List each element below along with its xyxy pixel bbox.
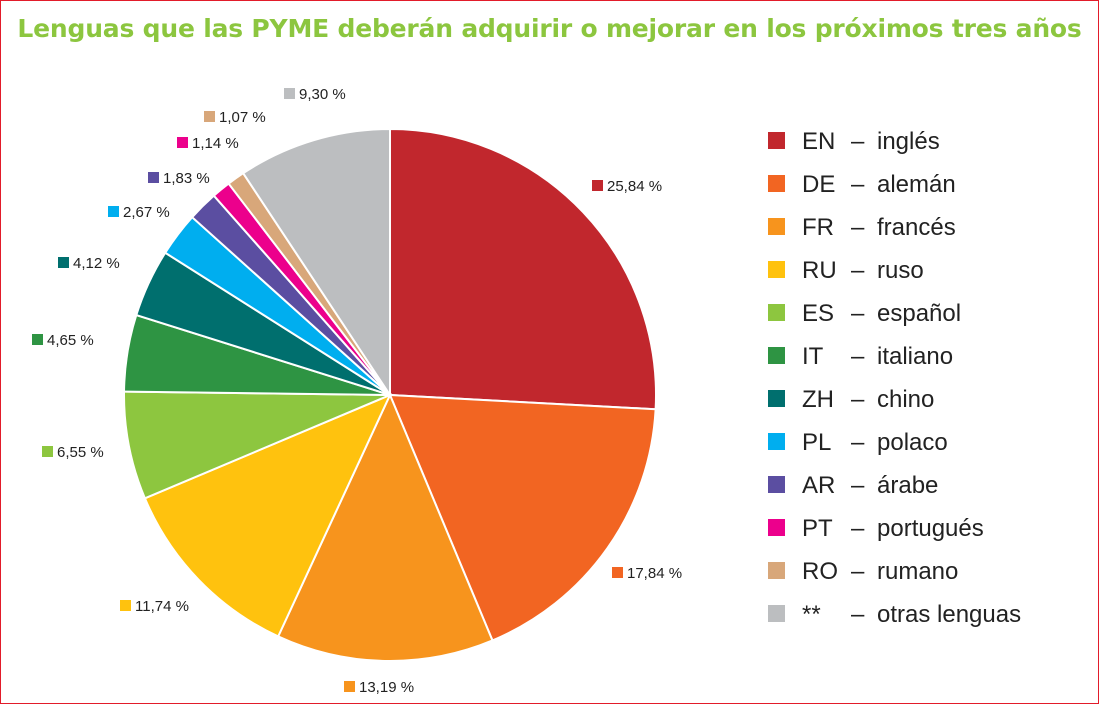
data-label: 11,74 % [135, 598, 189, 615]
pie-slices [123, 127, 658, 662]
label-marker [58, 257, 69, 268]
legend-swatch [768, 433, 785, 450]
legend-name: rumano [877, 558, 958, 585]
legend-name: español [877, 300, 961, 327]
data-label: 25,84 % [607, 178, 662, 195]
legend-dash: – [851, 257, 865, 284]
legend-code: IT [802, 343, 824, 370]
data-label: 6,55 % [57, 444, 104, 461]
data-label: 4,65 % [47, 332, 94, 349]
percentage-labels: 25,84 % 17,84 % 13,19 % 11,74 % 6,55 % 4,65 %… [32, 86, 682, 696]
legend-dash: – [851, 300, 865, 327]
legend-code: ES [802, 300, 834, 327]
pie-slice-ru [143, 393, 392, 638]
legend-dash: – [851, 601, 865, 628]
pie-slice-de [388, 393, 657, 642]
legend-name: inglés [877, 128, 940, 155]
label-marker [177, 137, 188, 148]
pie-slice-fr [276, 392, 494, 662]
legend-dash: – [851, 214, 865, 241]
legend-swatch [768, 390, 785, 407]
data-label: 2,67 % [123, 204, 170, 221]
legend-code: EN [802, 128, 835, 155]
label-marker [148, 172, 159, 183]
legend-code: PT [802, 515, 833, 542]
legend-name: otras lenguas [877, 601, 1021, 628]
legend-name: chino [877, 386, 934, 413]
legend-dash: – [851, 515, 865, 542]
pie-slice-otherother [241, 127, 391, 399]
legend-swatch [768, 261, 785, 278]
legend-swatch [768, 519, 785, 536]
label-marker [612, 567, 623, 578]
label-marker [32, 334, 43, 345]
legend-swatch [768, 347, 785, 364]
label-marker [592, 180, 603, 191]
pie-slice-en [389, 127, 658, 411]
legend-dash: – [851, 386, 865, 413]
data-label: 9,30 % [299, 86, 346, 103]
legend-dash: – [851, 128, 865, 155]
legend-dash: – [851, 472, 865, 499]
legend-code: DE [802, 171, 835, 198]
legend-name: portugués [877, 515, 984, 542]
legend-name: polaco [877, 429, 948, 456]
legend-code: RU [802, 257, 837, 284]
legend-code: FR [802, 214, 834, 241]
legend-swatch [768, 562, 785, 579]
legend-name: italiano [877, 343, 953, 370]
pie-slice-es [123, 390, 391, 500]
legend-dash: – [851, 429, 865, 456]
data-label: 4,12 % [73, 255, 120, 272]
legend-swatch [768, 476, 785, 493]
label-marker [42, 446, 53, 457]
legend-name: ruso [877, 257, 924, 284]
legend-code: ZH [802, 386, 834, 413]
legend-swatch [768, 132, 785, 149]
legend-name: francés [877, 214, 956, 241]
data-label: 1,14 % [192, 135, 239, 152]
legend-name: alemán [877, 171, 956, 198]
legend-code: RO [802, 558, 838, 585]
label-marker [344, 681, 355, 692]
chart-title: Lenguas que las PYME deberán adquirir o … [17, 14, 1082, 43]
data-label: 1,07 % [219, 109, 266, 126]
legend-swatch [768, 218, 785, 235]
legend-dash: – [851, 171, 865, 198]
legend-code: ** [802, 601, 821, 628]
label-marker [120, 600, 131, 611]
label-marker [284, 88, 295, 99]
legend-code: AR [802, 472, 835, 499]
label-marker [108, 206, 119, 217]
legend-dash: – [851, 558, 865, 585]
data-label: 1,83 % [163, 170, 210, 187]
data-label: 13,19 % [359, 679, 414, 696]
legend-dash: – [851, 343, 865, 370]
legend-code: PL [802, 429, 831, 456]
label-marker [204, 111, 215, 122]
legend-swatch [768, 304, 785, 321]
legend-swatch [768, 175, 785, 192]
legend-swatch [768, 605, 785, 622]
data-label: 17,84 % [627, 565, 682, 582]
legend-name: árabe [877, 472, 938, 499]
